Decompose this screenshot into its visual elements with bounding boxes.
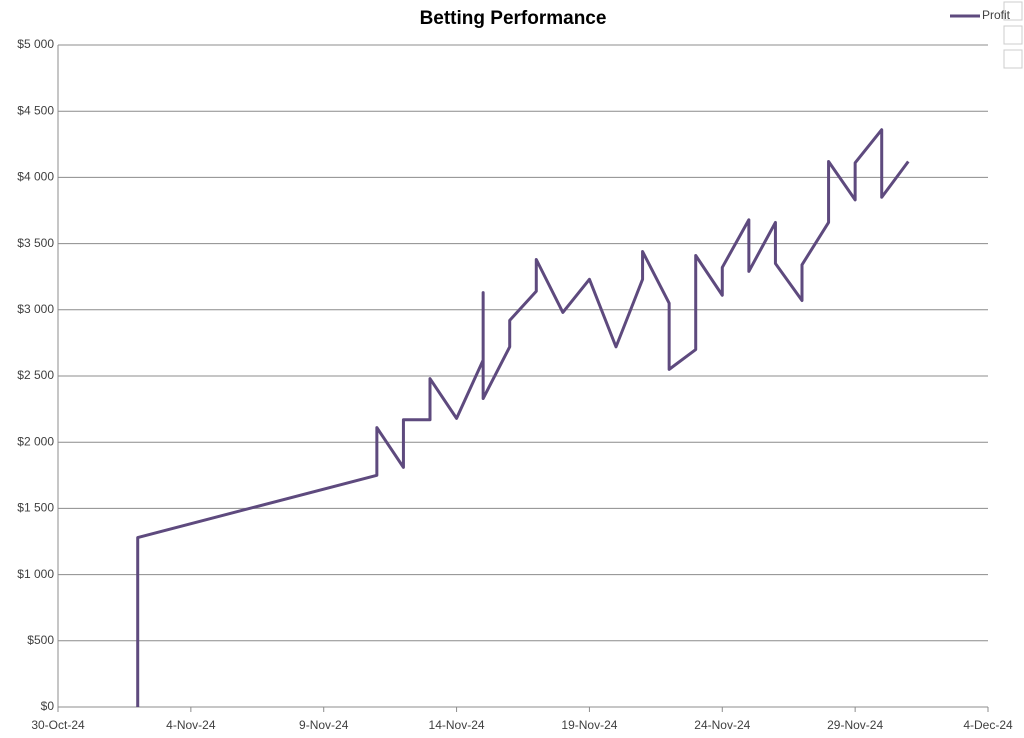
add-button[interactable] bbox=[1003, 1, 1023, 21]
y-tick-label: $2 500 bbox=[17, 368, 54, 382]
filter-button[interactable] bbox=[1003, 49, 1023, 69]
style-button[interactable] bbox=[1003, 25, 1023, 45]
x-tick-label: 14-Nov-24 bbox=[429, 718, 485, 732]
chart-title: Betting Performance bbox=[420, 8, 607, 29]
x-tick-label: 4-Dec-24 bbox=[963, 718, 1013, 732]
y-tick-label: $3 500 bbox=[17, 236, 54, 250]
x-tick-label: 29-Nov-24 bbox=[827, 718, 883, 732]
y-tick-label: $3 000 bbox=[17, 302, 54, 316]
x-tick-label: 19-Nov-24 bbox=[561, 718, 617, 732]
data-line bbox=[136, 128, 910, 707]
y-tick-label: $4 000 bbox=[17, 170, 54, 184]
x-tick-label: 24-Nov-24 bbox=[694, 718, 750, 732]
y-tick-label: $4 500 bbox=[17, 103, 54, 117]
y-tick-label: $500 bbox=[27, 633, 54, 647]
y-tick-label: $1 000 bbox=[17, 567, 54, 581]
x-tick-label: 9-Nov-24 bbox=[299, 718, 349, 732]
y-tick-label: $1 500 bbox=[17, 501, 54, 515]
y-tick-label: $5 000 bbox=[17, 37, 54, 51]
y-tick-label: $2 000 bbox=[17, 434, 54, 448]
legend-label: Profit bbox=[982, 8, 1011, 22]
y-tick-label: $0 bbox=[41, 699, 55, 713]
x-tick-label: 30-Oct-24 bbox=[31, 718, 85, 732]
x-tick-label: 4-Nov-24 bbox=[166, 718, 216, 732]
